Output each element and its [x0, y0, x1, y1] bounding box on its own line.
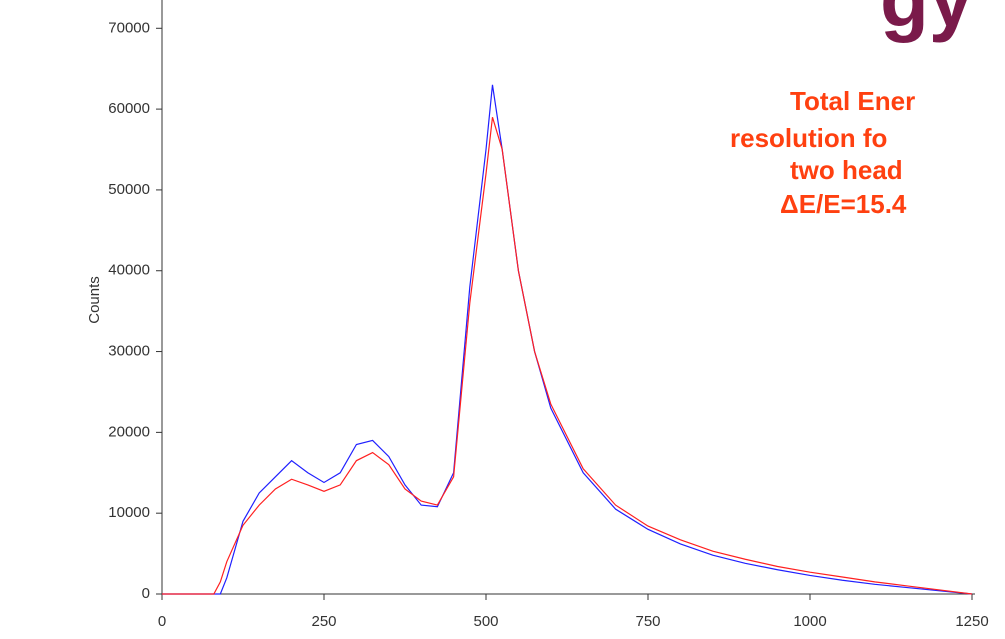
y-tick-label: 10000 — [108, 504, 150, 521]
x-tick-label: 0 — [158, 613, 166, 630]
y-tick-label: 60000 — [108, 100, 150, 117]
y-tick-label: 30000 — [108, 343, 150, 360]
x-tick-label: 250 — [311, 613, 336, 630]
annotation: resolution fo — [730, 123, 887, 153]
x-tick-label: 1250 — [955, 613, 988, 630]
y-tick-label: 0 — [142, 585, 150, 602]
annotation: ΔE/E=15.4 — [780, 189, 907, 219]
line — [162, 84, 973, 595]
line — [162, 117, 973, 595]
y-tick-label: 20000 — [108, 423, 150, 440]
annotation: Total Ener — [790, 86, 915, 116]
y-tick-label: 50000 — [108, 181, 150, 198]
y-axis-label: Counts — [86, 276, 103, 324]
chart-title: gy — [880, 0, 974, 43]
x-tick-label: 500 — [473, 613, 498, 630]
y-tick-label: 70000 — [108, 19, 150, 36]
annotation: two head — [790, 155, 903, 185]
y-tick-label: 40000 — [108, 262, 150, 279]
x-tick-label: 1000 — [793, 613, 826, 630]
x-tick-label: 750 — [635, 613, 660, 630]
